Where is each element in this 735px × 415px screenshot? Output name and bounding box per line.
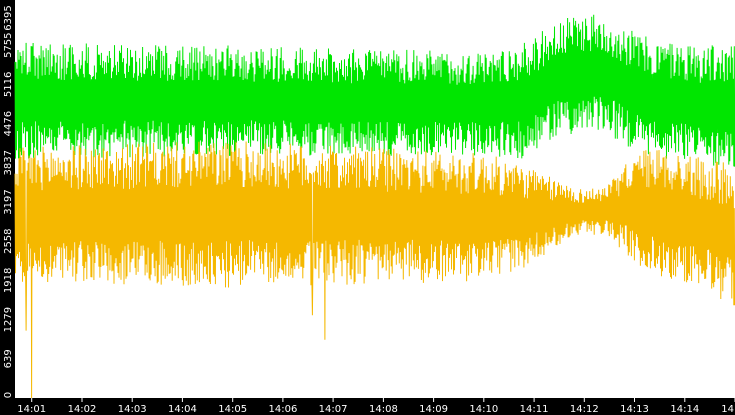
y-tick-label: 4476 (3, 111, 14, 136)
y-tick-label: 639 (3, 349, 14, 368)
x-tick-label: 14:04 (168, 404, 197, 415)
y-tick-label: 5116 (3, 72, 14, 97)
x-tick-label: 14:09 (419, 404, 448, 415)
x-tick-label: 14:02 (68, 404, 97, 415)
y-tick-label: 1279 (3, 307, 14, 332)
x-tick-label: 14:08 (369, 404, 398, 415)
x-tick-label: 14:03 (118, 404, 147, 415)
y-tick-label: 1918 (3, 268, 14, 293)
x-tick-label: 14:06 (268, 404, 297, 415)
y-tick-label: 5755 (3, 32, 14, 57)
y-axis-bar (0, 0, 15, 415)
y-tick-label: 0 (3, 392, 14, 398)
series-layer (14, 14, 735, 399)
x-tick-label: 14:07 (319, 404, 348, 415)
y-tick-label: 2558 (3, 228, 14, 253)
series-line-1 (14, 14, 735, 167)
x-axis-bar (0, 398, 735, 415)
x-tick-label: 14:12 (570, 404, 599, 415)
x-tick-label: 14:13 (620, 404, 649, 415)
x-tick-label: 14:11 (520, 404, 549, 415)
x-tick-label: 14 (721, 404, 734, 415)
y-tick-label: 3197 (3, 189, 14, 214)
x-tick-label: 14:14 (670, 404, 699, 415)
y-axis-ticks: 0 639 1279 1918 2558 3197 3837 4476 5116 5755 6395 (3, 5, 14, 398)
x-tick-label: 14:01 (17, 404, 46, 415)
x-tick-label: 14:05 (218, 404, 247, 415)
y-tick-label: 6395 (3, 5, 14, 30)
x-axis-ticks: 14:01 14:02 14:03 14:04 14:05 14:06 14:07 14:08… (17, 398, 735, 415)
y-tick-label: 3837 (3, 150, 14, 175)
series-line-2 (14, 141, 735, 399)
x-tick-label: 14:10 (469, 404, 498, 415)
